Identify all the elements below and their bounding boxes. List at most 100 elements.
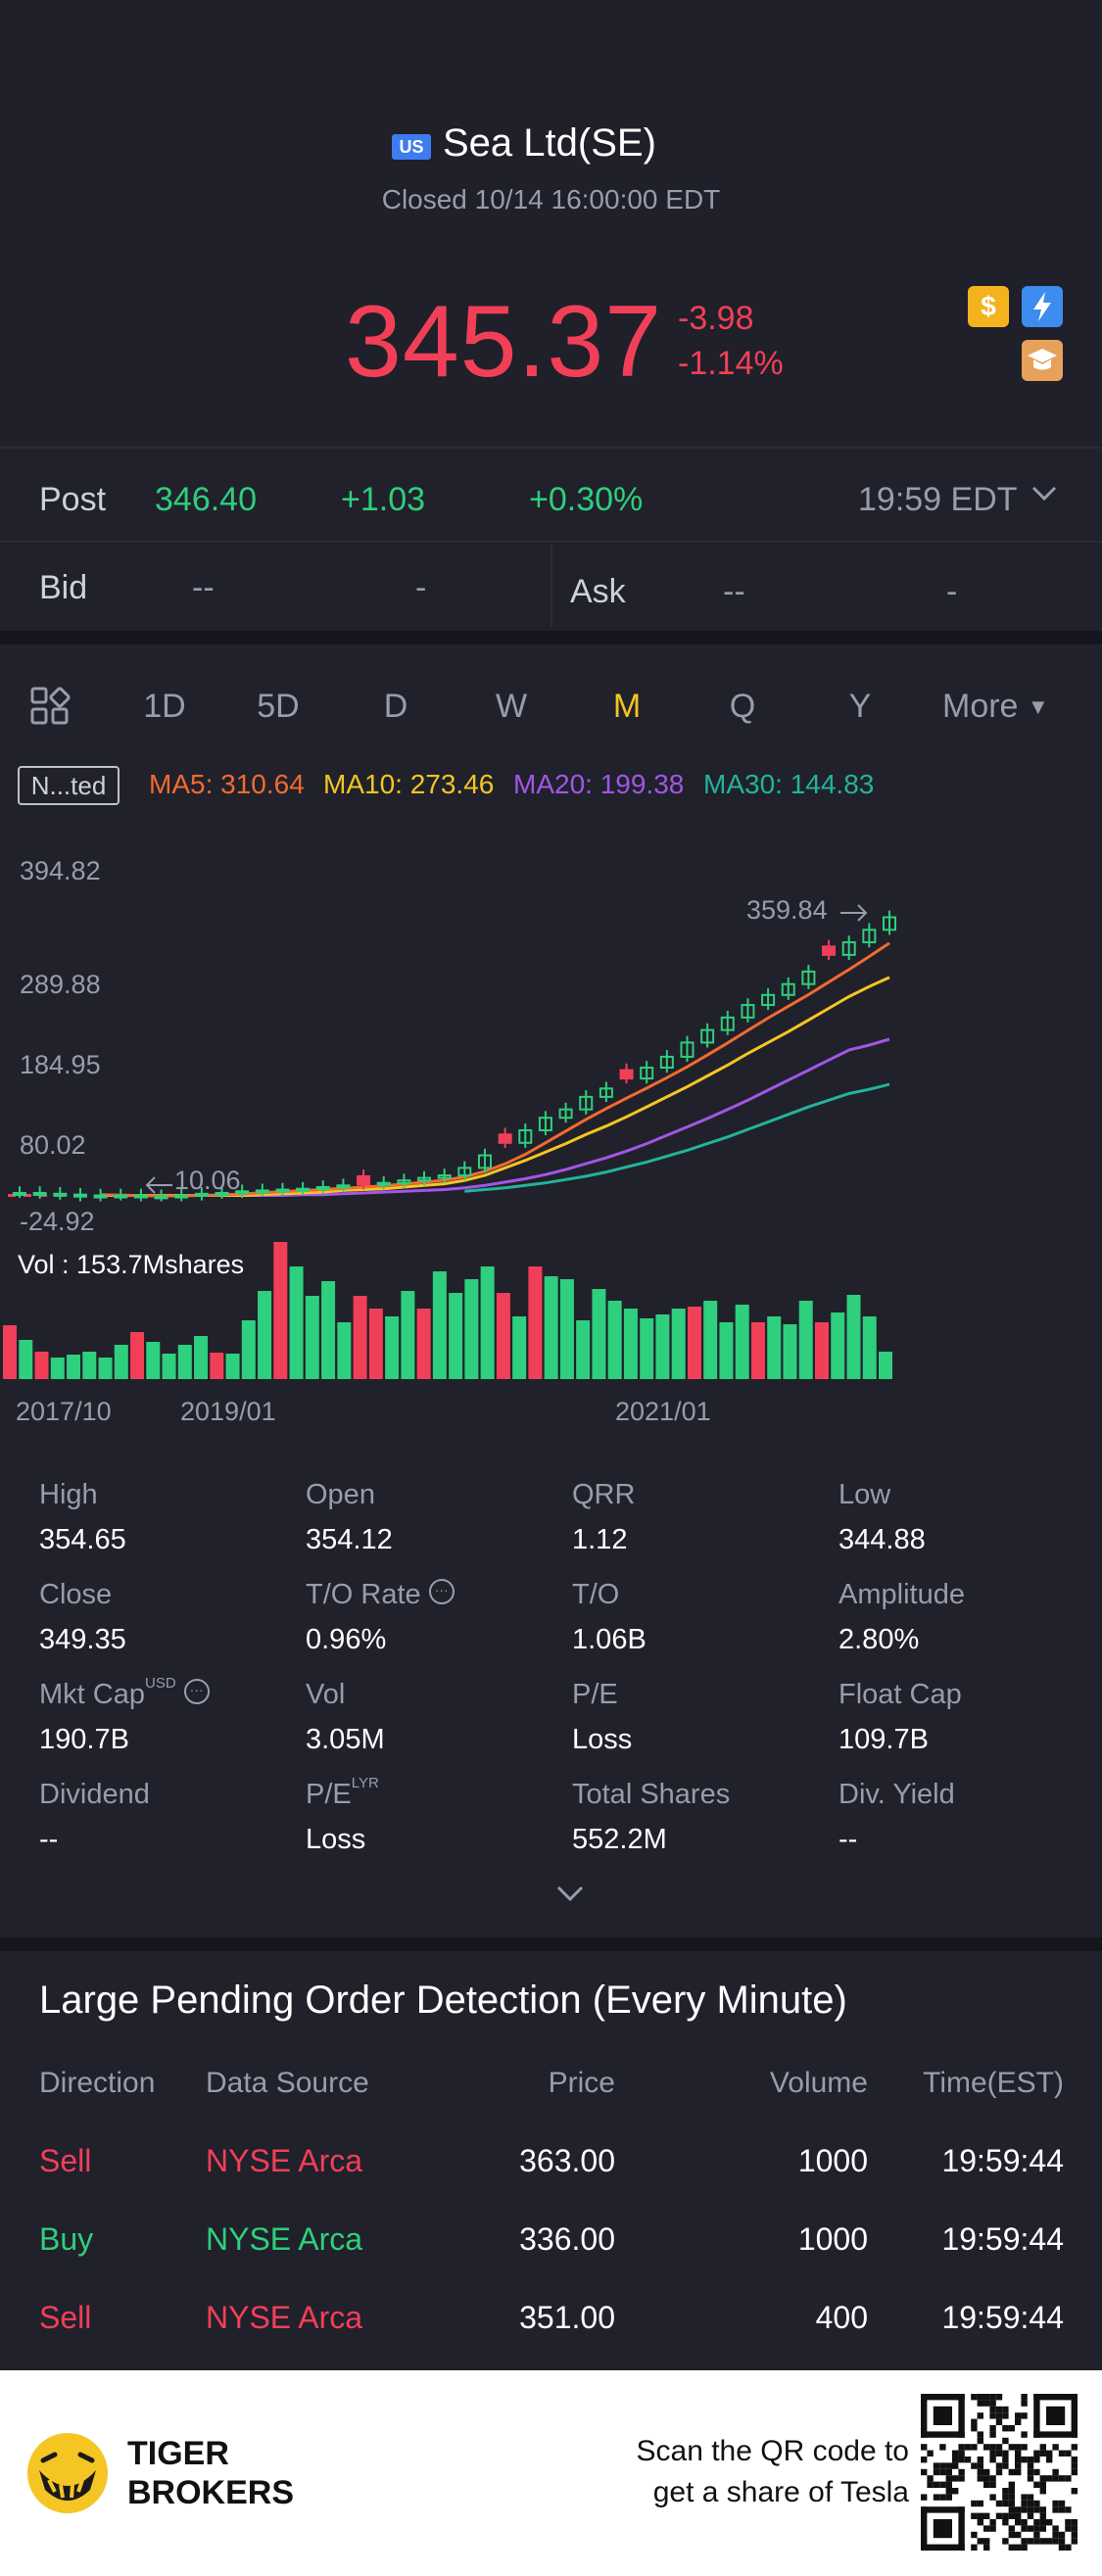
candle-body xyxy=(619,1069,634,1080)
tab-w[interactable]: W xyxy=(495,688,528,725)
volume-bar xyxy=(496,1293,510,1379)
candle-body xyxy=(883,916,896,931)
candle-body xyxy=(154,1195,168,1200)
volume-bar xyxy=(862,1316,877,1379)
candle-body xyxy=(457,1167,472,1177)
education-icon[interactable] xyxy=(1022,340,1063,381)
volume-bar xyxy=(592,1289,606,1379)
stat-label-text: P/E xyxy=(306,1779,352,1810)
ma30-value: MA30: 144.83 xyxy=(703,769,875,799)
qr-code-icon[interactable] xyxy=(921,2394,1078,2555)
column-header: Price xyxy=(548,2067,615,2099)
volume-bar xyxy=(703,1301,718,1379)
market-badge: US xyxy=(392,134,431,160)
candle-body xyxy=(761,993,776,1007)
candle-body xyxy=(477,1154,492,1169)
caret-down-icon: ▼ xyxy=(1027,694,1049,719)
orders-title: Large Pending Order Detection (Every Min… xyxy=(39,1979,847,2022)
lightning-icon[interactable] xyxy=(1022,286,1063,327)
volume-bar xyxy=(512,1316,527,1379)
volume-bar xyxy=(464,1279,479,1379)
stat-label-text: Mkt Cap xyxy=(39,1679,145,1710)
post-time[interactable]: 19:59 EDT xyxy=(858,481,1018,518)
candle-body xyxy=(397,1179,411,1184)
order-direction: Sell xyxy=(39,2300,92,2335)
tab-q[interactable]: Q xyxy=(729,688,756,725)
volume-bar xyxy=(67,1355,81,1379)
candle-body xyxy=(235,1190,250,1195)
volume-bar xyxy=(177,1345,192,1379)
stat-value: 552.2M xyxy=(572,1824,667,1855)
stat-value: 2.80% xyxy=(838,1624,920,1655)
stat-label-text: High xyxy=(39,1479,98,1510)
divider xyxy=(0,447,1102,449)
stat-label-text: T/O Rate xyxy=(306,1579,421,1610)
tab-m[interactable]: M xyxy=(612,688,642,725)
ask-size: - xyxy=(946,573,958,610)
volume-bar xyxy=(305,1296,319,1379)
stat-label-text: Low xyxy=(838,1479,891,1510)
stat-value: 190.7B xyxy=(39,1724,129,1755)
order-time: 19:59:44 xyxy=(941,2221,1064,2257)
volume-bar xyxy=(194,1336,209,1379)
candle-body xyxy=(93,1194,108,1199)
volume-bar xyxy=(273,1242,288,1379)
tab-5d[interactable]: 5D xyxy=(257,688,300,725)
expand-chevron-icon[interactable] xyxy=(554,1883,586,1909)
stat-label-text: Open xyxy=(306,1479,375,1510)
tab-y[interactable]: Y xyxy=(848,688,872,725)
ma30-line xyxy=(464,1082,890,1193)
volume-bar xyxy=(258,1291,272,1379)
ask-label: Ask xyxy=(570,573,626,610)
chevron-down-icon[interactable] xyxy=(1030,484,1058,508)
volume-bar xyxy=(98,1358,113,1379)
dollar-icon[interactable]: $ xyxy=(968,286,1009,327)
layout-grid-icon[interactable] xyxy=(29,686,71,732)
tab-d[interactable]: D xyxy=(383,688,408,725)
promo-line2: get a share of Tesla xyxy=(652,2476,909,2508)
post-price: 346.40 xyxy=(155,481,257,518)
volume-bar xyxy=(576,1320,591,1379)
info-icon[interactable]: ··· xyxy=(428,1579,455,1605)
stat-label: Amplitude xyxy=(838,1579,965,1611)
bid-label: Bid xyxy=(39,569,88,606)
volume-bar xyxy=(480,1266,495,1379)
promo-footer: TIGER BROKERS Scan the QR code to get a … xyxy=(0,2370,1102,2576)
candle-body xyxy=(357,1174,371,1186)
candle-body xyxy=(518,1128,533,1144)
volume-bar xyxy=(82,1352,97,1379)
ma5-line xyxy=(100,941,890,1198)
stat-label: QRR xyxy=(572,1479,635,1511)
order-price: 336.00 xyxy=(519,2221,615,2257)
volume-bar xyxy=(432,1271,447,1379)
post-label: Post xyxy=(39,481,107,518)
price-chart[interactable]: 394.82 289.88 184.95 80.02 -24.92 359.84… xyxy=(0,842,1102,1430)
candle-body xyxy=(275,1188,290,1193)
column-header: Data Source xyxy=(206,2067,369,2099)
tab-1d[interactable]: 1D xyxy=(143,688,186,725)
candle-body xyxy=(558,1108,573,1120)
volume-bar xyxy=(687,1307,701,1379)
candle-body xyxy=(659,1055,674,1070)
adjust-toggle[interactable]: N...ted xyxy=(18,766,120,805)
stat-label-text: Dividend xyxy=(39,1779,150,1810)
divider xyxy=(551,545,552,627)
volume-bar xyxy=(34,1352,49,1379)
candle-body xyxy=(296,1187,311,1192)
y-tick: 80.02 xyxy=(20,1130,86,1160)
volume-bar xyxy=(114,1345,128,1379)
last-price: 345.37 xyxy=(345,285,663,399)
info-icon[interactable]: ··· xyxy=(183,1679,210,1705)
candle-body xyxy=(640,1067,654,1080)
column-header: Time(EST) xyxy=(923,2067,1064,2099)
bid-size: - xyxy=(415,569,427,606)
stat-value: 354.65 xyxy=(39,1524,126,1555)
quote-header: US Sea Ltd(SE) Closed 10/14 16:00:00 EDT… xyxy=(0,0,1102,446)
tab-more[interactable]: More ▼ xyxy=(942,682,1050,735)
stat-label-text: P/E xyxy=(572,1679,618,1710)
candle-body xyxy=(417,1176,432,1182)
order-volume: 400 xyxy=(815,2300,868,2335)
volume-bar xyxy=(368,1309,383,1379)
min-arrow-icon xyxy=(145,1176,172,1194)
stat-value: Loss xyxy=(572,1724,633,1755)
